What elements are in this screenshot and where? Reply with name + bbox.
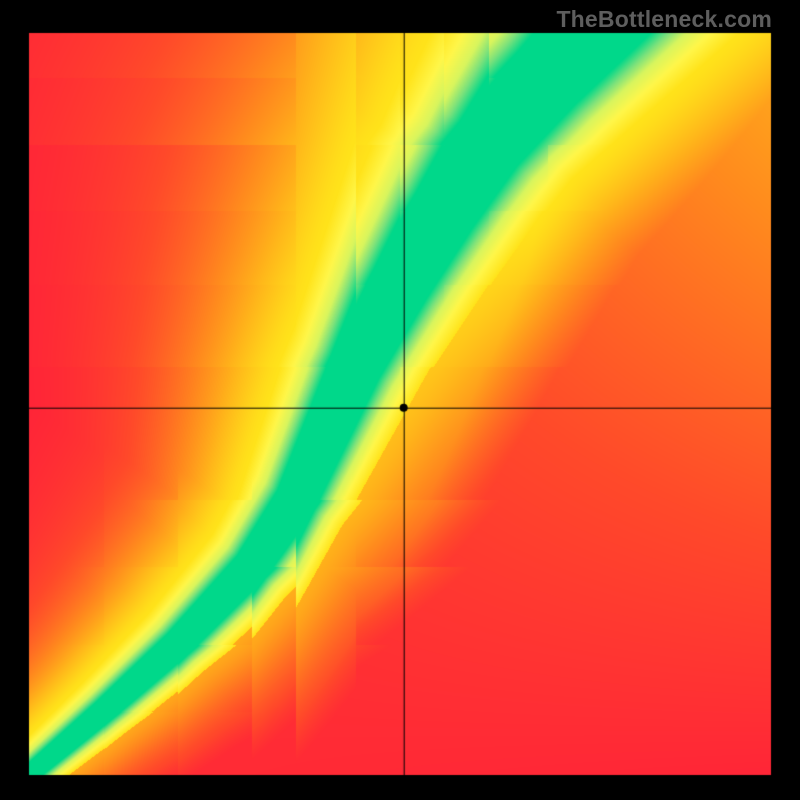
bottleneck-heatmap [0, 0, 800, 800]
watermark-text: TheBottleneck.com [556, 6, 772, 33]
